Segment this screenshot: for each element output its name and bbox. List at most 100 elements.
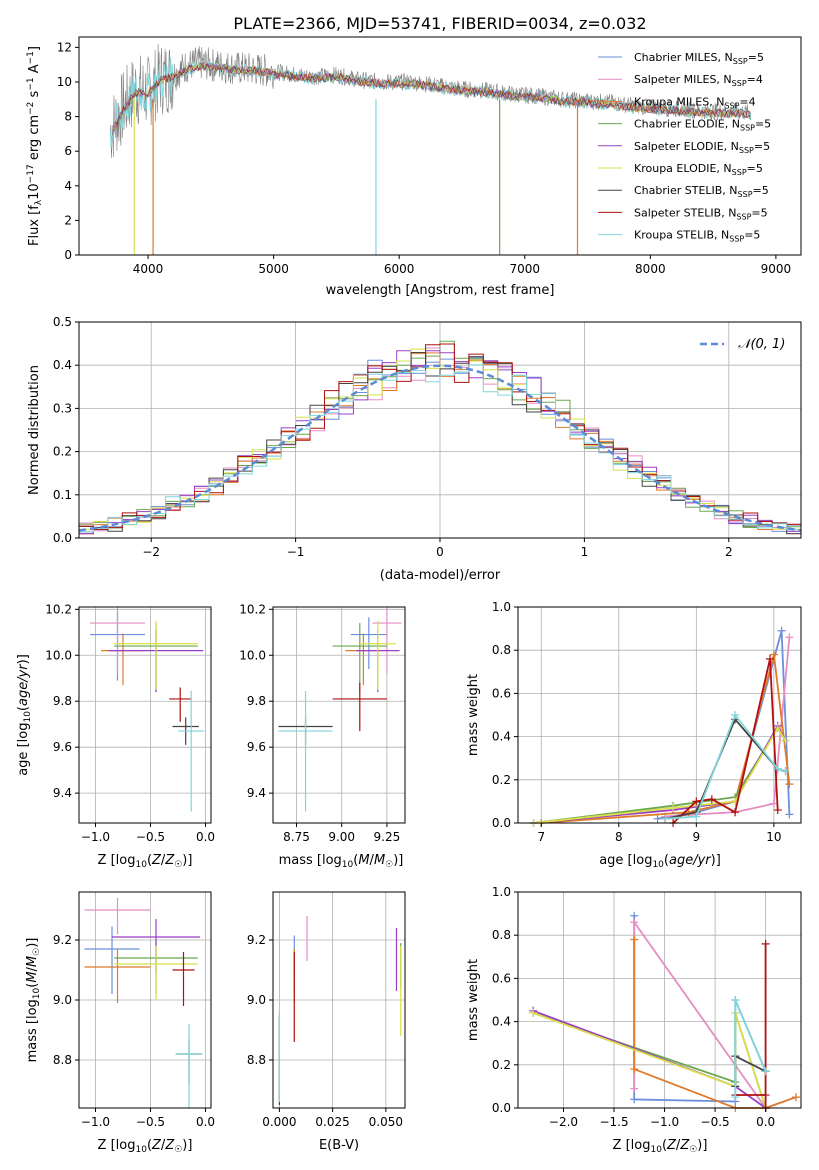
mw_vs_Z-xtick-label: 0.0: [756, 1115, 775, 1129]
residuals-ytick-label: 0.3: [53, 401, 72, 415]
legend-label: Chabrier MILES, NSSP=5: [634, 51, 764, 66]
normal-legend-label: 𝒩(0, 1): [738, 337, 785, 352]
mass-weight-marker: [761, 1091, 770, 1100]
mass-weight-marker: [692, 797, 701, 806]
mw-vs-z-ylabel: mass weight: [466, 959, 481, 1041]
mass_vs_ebv-xtick-label: 0.000: [262, 1115, 296, 1129]
mass-weight-marker: [669, 803, 678, 812]
mass_vs_ebv-ytick-label: 9.2: [247, 933, 266, 947]
mass-weight-marker: [781, 736, 790, 745]
age_vs_Z-ytick-label: 9.4: [53, 786, 72, 800]
residuals-xtick-label: −2: [142, 545, 160, 559]
spectrum-ytick-label: 10: [57, 75, 72, 89]
mass-weight-line: [672, 658, 779, 824]
residual-histogram: [79, 352, 801, 535]
spectrum-ytick-label: 4: [64, 179, 72, 193]
mw_vs_age-xtick-label: 9: [693, 830, 701, 844]
mass-vs-z-panel: −1.0 −0.5 0.0 8.8 9.0 9.2 Z [log10(Z/Z☉)] mas…: [25, 891, 215, 1155]
mw_vs_Z-ytick-label: 0.2: [492, 1058, 511, 1072]
residuals-xtick-label: −1: [287, 545, 305, 559]
age_vs_mass-ytick-label: 9.8: [247, 694, 266, 708]
spectrum-xtick-label: 4000: [133, 262, 164, 276]
mass-weight-marker: [630, 935, 639, 944]
age_vs_mass-ytick-label: 10.0: [239, 648, 266, 662]
mw-vs-age-axes-frame: [517, 606, 802, 824]
model-overlay-line: [112, 62, 751, 128]
mass-weight-marker: [692, 812, 701, 821]
residuals-xtick-label: 2: [725, 545, 733, 559]
spectrum-xtick-label: 8000: [635, 262, 666, 276]
mass-weight-marker: [761, 939, 770, 948]
residuals-xlabel: (data-model)/error: [380, 568, 501, 583]
mw_vs_Z-xtick-label: −1.5: [599, 1115, 628, 1129]
mass_vs_Z-ytick-label: 9.2: [53, 933, 72, 947]
age_vs_mass-xtick-label: 9.00: [328, 830, 355, 844]
spectrum-axes-frame: [78, 36, 802, 256]
mw_vs_age-ytick-label: 1.0: [492, 600, 511, 614]
mw-vs-z-axes-frame: [517, 891, 802, 1109]
mass-weight-marker: [785, 780, 794, 789]
mw_vs_age-xtick-label: 8: [615, 830, 623, 844]
mass_vs_ebv-xtick-label: 0.050: [369, 1115, 403, 1129]
residuals-ylabel: Normed distribution: [27, 365, 42, 495]
mw_vs_Z-ytick-label: 0.4: [492, 1015, 511, 1029]
mass-weight-marker: [630, 1084, 639, 1093]
mass-vs-z-ylabel: mass [log10(M/M☉)]: [25, 938, 42, 1063]
model-overlay-line: [112, 62, 751, 131]
age_vs_mass-xtick-label: 8.75: [283, 830, 310, 844]
mw_vs_age-xtick-label: 10: [766, 830, 781, 844]
residual-histogram: [79, 350, 801, 535]
age-vs-z-ylabel: age [log10(age/yr)]: [16, 654, 33, 776]
residuals-ytick-label: 0.0: [53, 531, 72, 545]
mass-vs-z-xlabel: Z [log10(Z/Z☉)]: [98, 1138, 193, 1155]
mass_vs_Z-xtick-label: −0.5: [136, 1115, 165, 1129]
mass-weight-marker: [653, 814, 662, 823]
mass-weight-marker: [785, 633, 794, 642]
figure-title: PLATE=2366, MJD=53741, FIBERID=0034, z=0…: [233, 14, 646, 33]
age-vs-z-xlabel: Z [log10(Z/Z☉)]: [98, 853, 193, 870]
mass-weight-line: [532, 1012, 767, 1109]
residuals-ytick-label: 0.1: [53, 488, 72, 502]
legend-label: Salpeter ELODIE, NSSP=5: [634, 140, 770, 155]
mass-weight-marker: [791, 1093, 800, 1102]
mass-weight-marker: [769, 650, 778, 659]
age_vs_mass-ytick-label: 9.4: [247, 786, 266, 800]
residuals-ytick-label: 0.2: [53, 445, 72, 459]
mass-weight-marker: [773, 765, 782, 773]
mw_vs_Z-ytick-label: 0.6: [492, 971, 511, 985]
mass-weight-marker: [731, 996, 740, 1004]
mass-weight-marker: [785, 810, 794, 819]
mass-weight-line: [735, 943, 767, 1108]
age_vs_Z-ytick-label: 10.0: [45, 648, 72, 662]
mass-weight-marker: [777, 626, 786, 635]
mass-weight-marker: [707, 795, 716, 804]
model-overlay-line: [112, 62, 751, 132]
mw_vs_Z-xtick-label: −2.0: [549, 1115, 578, 1129]
mass_vs_ebv-ytick-label: 9.0: [247, 993, 266, 1007]
mass-weight-marker: [529, 1008, 538, 1017]
mass_vs_Z-xtick-label: −1.0: [81, 1115, 110, 1129]
mass_vs_Z-xtick-label: 0.0: [196, 1115, 215, 1129]
mass-weight-marker: [630, 1095, 639, 1104]
age-vs-mass-panel: 8.75 9.00 9.25 9.4 9.6 9.8 10.0 10.2 mass [log1…: [239, 602, 406, 870]
spectrum-legend: Chabrier MILES, NSSP=5 Salpeter MILES, NS…: [598, 51, 771, 244]
residuals-ytick-label: 0.5: [53, 315, 72, 329]
mw_vs_Z-xtick-label: −0.5: [701, 1115, 730, 1129]
mw_vs_age-ytick-label: 0.8: [492, 643, 511, 657]
spectrum-xlabel: wavelength [Angstrom, rest frame]: [326, 283, 555, 298]
residuals-xtick-label: 1: [581, 545, 589, 559]
legend-label: Kroupa STELIB, NSSP=5: [634, 229, 760, 244]
mw-vs-age-panel: 7 8 9 10 0.0 0.2 0.4 0.6 0.8 1.0 age [log10(age/y…: [466, 600, 802, 870]
mw_vs_Z-ytick-label: 0.8: [492, 928, 511, 942]
normal-curve: [78, 364, 802, 532]
mw-vs-age-xlabel: age [log10(age/yr)]: [599, 853, 721, 870]
age-vs-mass-xlabel: mass [log10(M/M☉)]: [279, 853, 404, 870]
age_vs_mass-ytick-label: 10.2: [239, 602, 266, 616]
legend-label: Chabrier STELIB, NSSP=5: [634, 184, 769, 199]
legend-label: Salpeter STELIB, NSSP=5: [634, 206, 768, 221]
mass-weight-marker: [731, 1093, 740, 1102]
residuals-xtick-label: 0: [436, 545, 444, 559]
spectrum-ytick-label: 2: [64, 213, 72, 227]
mass-weight-marker: [630, 1065, 639, 1074]
